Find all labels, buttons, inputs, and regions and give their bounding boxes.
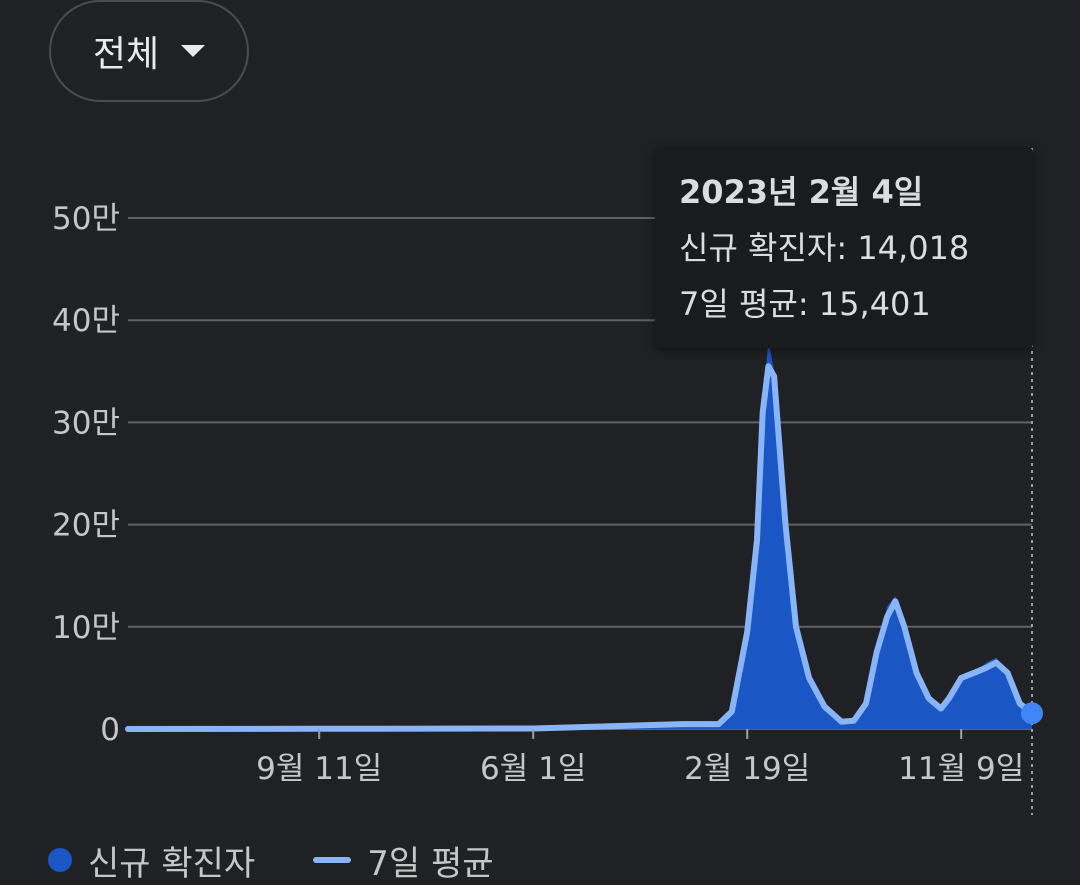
legend-new-cases-label: 신규 확진자 bbox=[88, 843, 256, 884]
x-tick-label: 11월 9일 bbox=[898, 751, 1024, 787]
legend-avg7-swatch bbox=[313, 857, 352, 863]
x-tick-label: 2월 19일 bbox=[684, 751, 810, 787]
tooltip-new-cases: 신규 확진자: 14,018 bbox=[679, 229, 970, 267]
y-tick-label: 10만 bbox=[52, 610, 120, 646]
filter-dropdown[interactable]: 전체 bbox=[49, 0, 249, 102]
selected-point-marker bbox=[1021, 702, 1043, 725]
tooltip-avg7: 7일 평균: 15,401 bbox=[679, 285, 931, 323]
new-cases-area-series bbox=[128, 340, 1032, 729]
legend-new-cases[interactable]: 신규 확진자 bbox=[48, 836, 255, 885]
y-tick-label: 0 bbox=[100, 712, 120, 748]
avg7-line-series bbox=[125, 363, 1035, 732]
y-tick-label: 40만 bbox=[52, 303, 120, 339]
y-tick-label: 50만 bbox=[52, 201, 120, 237]
caret-down-icon bbox=[181, 45, 206, 57]
x-tick-label: 6월 1일 bbox=[480, 751, 586, 787]
legend-new-cases-swatch bbox=[48, 848, 72, 872]
new-cases-area bbox=[128, 340, 1032, 729]
y-tick-label: 30만 bbox=[52, 405, 120, 441]
x-axis-labels: 9월 11일 6월 1일 2월 19일 11월 9일 bbox=[256, 729, 1024, 787]
legend-avg7-label: 7일 평균 bbox=[367, 843, 494, 884]
avg7-line bbox=[125, 363, 1035, 732]
tooltip-date: 2023년 2월 4일 bbox=[679, 173, 924, 211]
y-tick-label: 20만 bbox=[52, 508, 120, 544]
chart-legend: 신규 확진자 7일 평균 bbox=[48, 836, 494, 885]
y-axis-labels: 0 10만 20만 30만 40만 50만 bbox=[52, 201, 120, 748]
filter-dropdown-label: 전체 bbox=[92, 34, 160, 75]
x-tick-label: 9월 11일 bbox=[256, 751, 382, 787]
chart-tooltip: 2023년 2월 4일 신규 확진자: 14,018 7일 평균: 15,401 bbox=[655, 148, 1033, 348]
hover-cursor bbox=[1021, 148, 1043, 815]
legend-avg7[interactable]: 7일 평균 bbox=[313, 836, 494, 885]
